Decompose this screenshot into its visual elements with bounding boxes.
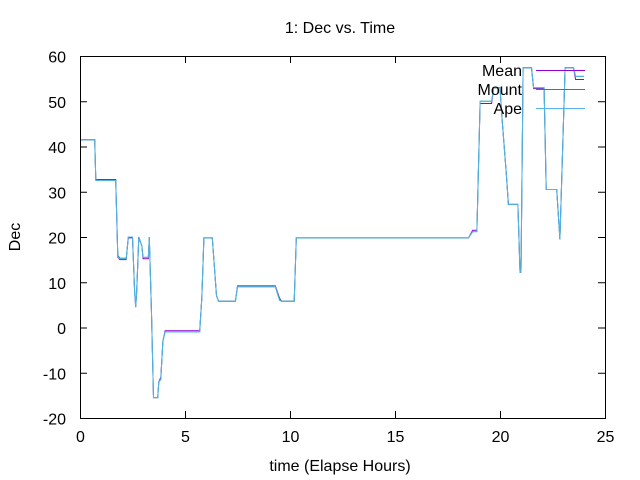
chart-title: 1: Dec vs. Time	[285, 20, 395, 37]
x-tick-label: 15	[387, 429, 405, 446]
y-tick-label: 30	[48, 185, 66, 202]
legend: Mean Mount Ape	[478, 63, 585, 118]
y-tick-label: 10	[48, 276, 66, 293]
x-axis-label: time (Elapse Hours)	[269, 458, 410, 475]
y-tick-label: 60	[48, 50, 66, 67]
y-tick-label: 0	[57, 321, 66, 338]
series-line-ape	[80, 67, 584, 399]
plot-lines	[80, 67, 584, 399]
legend-label-mount: Mount	[478, 82, 523, 99]
x-tick-label: 20	[492, 429, 510, 446]
legend-label-mean: Mean	[482, 63, 522, 80]
y-tick-label: -20	[43, 412, 66, 429]
x-tick-label: 0	[76, 429, 85, 446]
axis-ticks: 0 5 10 15 20 25 -20 -10 0 10 20 30 40 50 60	[43, 50, 615, 447]
x-tick-label: 10	[282, 429, 300, 446]
y-axis-label: Dec	[7, 223, 24, 251]
y-tick-label: 20	[48, 231, 66, 248]
x-tick-label: 5	[181, 429, 190, 446]
y-tick-label: -10	[43, 366, 66, 383]
x-tick-label: 25	[597, 429, 615, 446]
legend-label-ape: Ape	[494, 101, 523, 118]
y-tick-label: 50	[48, 95, 66, 112]
y-tick-label: 40	[48, 140, 66, 157]
